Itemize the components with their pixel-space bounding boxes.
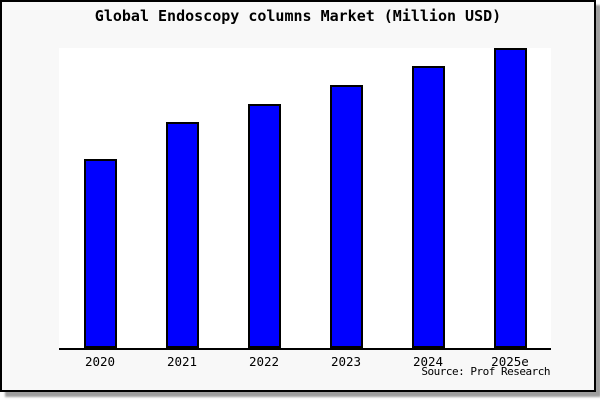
x-tick-label-2021: 2021 [166,354,198,369]
plot-area [59,48,551,350]
source-note: Source: Prof Research [421,365,550,378]
bar-2020 [83,159,117,348]
x-tick-label-2023: 2023 [330,354,362,369]
x-tick-label-2024: 2024 [412,354,444,369]
bar-2022 [247,104,281,348]
x-axis-labels: 2020 2021 2022 2023 2024 2025e [59,354,551,369]
bar-2023 [329,85,363,348]
chart-title: Global Endoscopy columns Market (Million… [94,7,502,25]
x-tick-label-2022: 2022 [248,354,280,369]
bar-2025e [493,48,527,348]
bar-2021 [165,122,199,348]
bar-2024 [411,66,445,348]
x-tick-label-2025e: 2025e [491,354,529,369]
chart-frame: Global Endoscopy columns Market (Million… [0,0,596,392]
x-tick-label-2020: 2020 [84,354,116,369]
